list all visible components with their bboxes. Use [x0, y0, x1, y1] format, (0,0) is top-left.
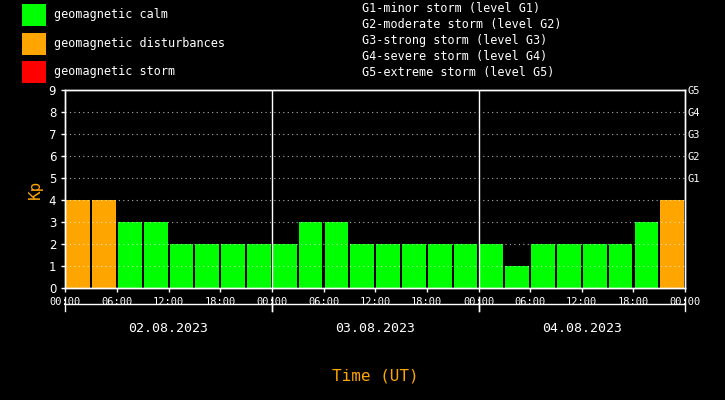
Text: geomagnetic disturbances: geomagnetic disturbances [54, 37, 225, 50]
Bar [634, 222, 658, 288]
Bar [402, 244, 426, 288]
Bar [454, 244, 478, 288]
Bar [247, 244, 271, 288]
Bar [583, 244, 607, 288]
Bar [531, 244, 555, 288]
Bar [22, 61, 46, 83]
Bar [376, 244, 400, 288]
Bar [22, 32, 46, 54]
Bar [196, 244, 219, 288]
Bar [557, 244, 581, 288]
Bar [505, 266, 529, 288]
Text: G1-minor storm (level G1): G1-minor storm (level G1) [362, 2, 541, 15]
Text: G3-strong storm (level G3): G3-strong storm (level G3) [362, 34, 548, 47]
Text: G4-severe storm (level G4): G4-severe storm (level G4) [362, 50, 548, 63]
Text: geomagnetic calm: geomagnetic calm [54, 8, 168, 22]
Text: geomagnetic storm: geomagnetic storm [54, 65, 175, 78]
Bar [299, 222, 323, 288]
Text: G2-moderate storm (level G2): G2-moderate storm (level G2) [362, 18, 562, 31]
Y-axis label: Kp: Kp [28, 179, 44, 199]
Text: G5-extreme storm (level G5): G5-extreme storm (level G5) [362, 66, 555, 79]
Bar [660, 200, 684, 288]
Text: 02.08.2023: 02.08.2023 [128, 322, 209, 334]
Text: 04.08.2023: 04.08.2023 [542, 322, 622, 334]
Bar [221, 244, 245, 288]
Bar [66, 200, 90, 288]
Bar [428, 244, 452, 288]
Bar [273, 244, 297, 288]
Bar [118, 222, 141, 288]
Bar [92, 200, 116, 288]
Bar [22, 4, 46, 26]
Bar [325, 222, 348, 288]
Bar [350, 244, 374, 288]
Text: Time (UT): Time (UT) [332, 368, 418, 384]
Bar [170, 244, 194, 288]
Bar [609, 244, 632, 288]
Text: 03.08.2023: 03.08.2023 [335, 322, 415, 334]
Bar [479, 244, 503, 288]
Bar [144, 222, 167, 288]
